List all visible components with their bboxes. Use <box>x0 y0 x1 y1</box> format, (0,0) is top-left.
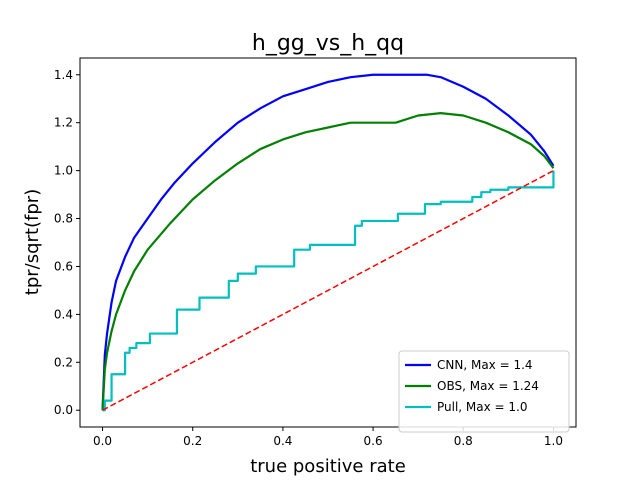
y-tick-label: 0.8 <box>54 212 73 226</box>
x-tick-label: 0.8 <box>454 434 473 448</box>
x-tick-label: 0.2 <box>183 434 202 448</box>
random-classifier-line <box>102 169 554 411</box>
x-axis: 0.0 0.2 0.4 0.6 0.8 1.0 <box>93 427 563 448</box>
chart-title: h_gg_vs_h_qq <box>252 31 404 56</box>
series-layer <box>101 73 555 412</box>
legend-label: CNN, Max = 1.4 <box>437 358 533 372</box>
y-tick-label: 0.4 <box>54 307 73 321</box>
x-tick-label: 0.4 <box>273 434 292 448</box>
y-tick-label: 1.0 <box>54 164 73 178</box>
y-tick-label: 1.2 <box>54 116 73 130</box>
legend-label: OBS, Max = 1.24 <box>437 379 539 393</box>
plot-frame <box>79 57 577 428</box>
y-tick-label: 0.0 <box>54 403 73 417</box>
y-axis-label: tpr/sqrt(fpr) <box>22 189 43 295</box>
x-tick-label: 1.0 <box>544 434 563 448</box>
y-tick-label: 1.4 <box>54 68 73 82</box>
y-axis: 0.0 0.2 0.4 0.6 0.8 1.0 1.2 1.4 <box>54 68 80 417</box>
legend: CNN, Max = 1.4 OBS, Max = 1.24 Pull, Max =… <box>398 350 570 433</box>
x-tick-label: 0.0 <box>93 434 112 448</box>
y-tick-label: 0.2 <box>54 355 73 369</box>
legend-label: Pull, Max = 1.0 <box>437 400 528 414</box>
series-line-2 <box>102 170 555 412</box>
x-axis-label: true positive rate <box>250 456 406 477</box>
x-tick-label: 0.6 <box>364 434 383 448</box>
legend-box <box>398 350 570 433</box>
series-line-1 <box>101 112 555 411</box>
series-line-0 <box>101 73 555 411</box>
y-tick-label: 0.6 <box>54 259 73 273</box>
